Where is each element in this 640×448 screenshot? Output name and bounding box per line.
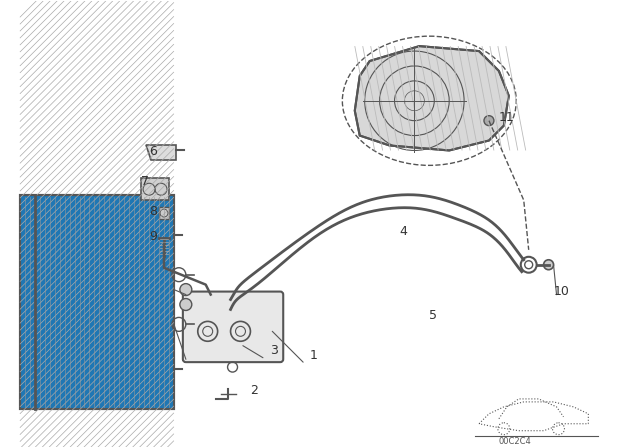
Text: 8: 8 bbox=[149, 205, 157, 218]
Bar bbox=[141, 178, 169, 200]
Circle shape bbox=[180, 284, 192, 296]
Text: 7: 7 bbox=[141, 175, 149, 188]
Bar bbox=[159, 207, 169, 219]
Circle shape bbox=[484, 116, 494, 125]
Polygon shape bbox=[355, 46, 509, 151]
Text: 9: 9 bbox=[149, 230, 157, 243]
Text: 11: 11 bbox=[499, 111, 515, 124]
Text: 1: 1 bbox=[310, 349, 318, 362]
Bar bbox=[20, 195, 174, 409]
Text: 00C2C4: 00C2C4 bbox=[499, 437, 532, 446]
Bar bbox=[20, 195, 174, 409]
Text: 3: 3 bbox=[270, 344, 278, 357]
Circle shape bbox=[180, 298, 192, 310]
Text: 6: 6 bbox=[149, 146, 157, 159]
Text: 10: 10 bbox=[554, 284, 570, 297]
Text: 5: 5 bbox=[429, 310, 437, 323]
FancyBboxPatch shape bbox=[183, 292, 284, 362]
Text: 4: 4 bbox=[399, 225, 408, 238]
Circle shape bbox=[543, 260, 554, 270]
Bar bbox=[20, 195, 174, 409]
Polygon shape bbox=[146, 146, 176, 160]
Text: 2: 2 bbox=[250, 384, 259, 397]
